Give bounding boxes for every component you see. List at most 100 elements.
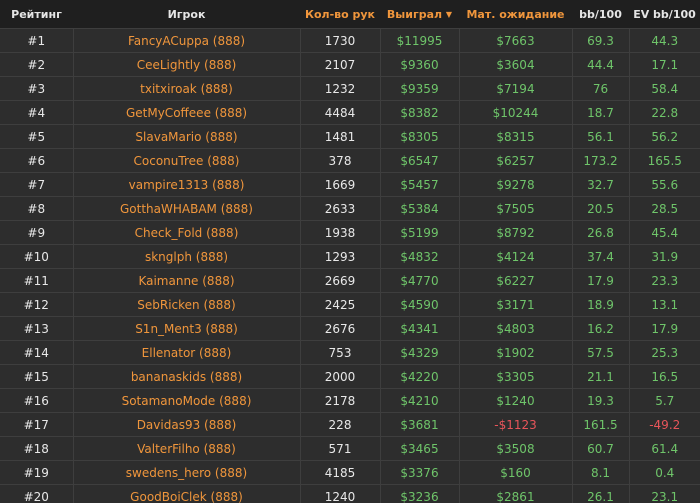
evbb100-cell: 61.4: [629, 436, 700, 461]
rank-cell: #17: [0, 412, 74, 437]
bb100-cell: 20.5: [572, 196, 630, 221]
evbb100-cell: -49.2: [629, 412, 700, 437]
ev-cell: -$1123: [459, 412, 573, 437]
evbb100-cell: 56.2: [629, 124, 700, 149]
ev-cell: $7663: [459, 28, 573, 53]
player-link[interactable]: SebRicken (888): [73, 292, 301, 317]
table-row: #5 SlavaMario (888) 1481 $8305 $8315 56.1 56.2: [0, 124, 700, 149]
player-link[interactable]: bananaskids (888): [73, 364, 301, 389]
player-link[interactable]: Ellenator (888): [73, 340, 301, 365]
hands-cell: 1240: [300, 484, 381, 503]
player-link[interactable]: Kaimanne (888): [73, 268, 301, 293]
player-link[interactable]: SlavaMario (888): [73, 124, 301, 149]
won-cell: $5199: [380, 220, 460, 245]
bb100-cell: 18.7: [572, 100, 630, 125]
evbb100-cell: 17.1: [629, 52, 700, 77]
col-rank: Рейтинг: [0, 0, 73, 29]
hands-cell: 2178: [300, 388, 381, 413]
col-won-label: Выиграл: [386, 7, 443, 21]
bb100-cell: 26.8: [572, 220, 630, 245]
won-cell: $9359: [380, 76, 460, 101]
rank-cell: #20: [0, 484, 74, 503]
player-link[interactable]: GotthaWHABAM (888): [73, 196, 301, 221]
player-link[interactable]: Davidas93 (888): [73, 412, 301, 437]
won-cell: $4220: [380, 364, 460, 389]
table-row: #10 sknglph (888) 1293 $4832 $4124 37.4 31.9: [0, 244, 700, 269]
bb100-cell: 21.1: [572, 364, 630, 389]
table-row: #1 FancyACuppa (888) 1730 $11995 $7663 69.3 44…: [0, 28, 700, 53]
bb100-cell: 57.5: [572, 340, 630, 365]
hands-cell: 2107: [300, 52, 381, 77]
won-cell: $11995: [380, 28, 460, 53]
won-cell: $4770: [380, 268, 460, 293]
bb100-cell: 8.1: [572, 460, 630, 485]
rank-cell: #15: [0, 364, 74, 389]
ev-cell: $3305: [459, 364, 573, 389]
rank-cell: #13: [0, 316, 74, 341]
player-link[interactable]: swedens_hero (888): [73, 460, 301, 485]
table-row: #8 GotthaWHABAM (888) 2633 $5384 $7505 20.5 28…: [0, 196, 700, 221]
col-won[interactable]: Выиграл ▼: [380, 0, 459, 29]
player-link[interactable]: FancyACuppa (888): [73, 28, 301, 53]
ev-cell: $1240: [459, 388, 573, 413]
hands-cell: 1669: [300, 172, 381, 197]
evbb100-cell: 55.6: [629, 172, 700, 197]
player-link[interactable]: Check_Fold (888): [73, 220, 301, 245]
col-ev[interactable]: Мат. ожидание: [459, 0, 572, 29]
player-link[interactable]: sknglph (888): [73, 244, 301, 269]
table-row: #12 SebRicken (888) 2425 $4590 $3171 18.9 13.1: [0, 292, 700, 317]
table-row: #18 ValterFilho (888) 571 $3465 $3508 60.7 61.…: [0, 436, 700, 461]
player-link[interactable]: GetMyCoffeee (888): [73, 100, 301, 125]
hands-cell: 1293: [300, 244, 381, 269]
table-row: #6 CoconuTree (888) 378 $6547 $6257 173.2 165.…: [0, 148, 700, 173]
col-player: Игрок: [73, 0, 300, 29]
player-link[interactable]: vampire1313 (888): [73, 172, 301, 197]
player-link[interactable]: SotamanoMode (888): [73, 388, 301, 413]
evbb100-cell: 45.4: [629, 220, 700, 245]
hands-cell: 1938: [300, 220, 381, 245]
table-row: #9 Check_Fold (888) 1938 $5199 $8792 26.8 45.4: [0, 220, 700, 245]
hands-cell: 2425: [300, 292, 381, 317]
ev-cell: $3171: [459, 292, 573, 317]
ev-cell: $6257: [459, 148, 573, 173]
table-row: #17 Davidas93 (888) 228 $3681 -$1123 161.5 -49…: [0, 412, 700, 437]
bb100-cell: 37.4: [572, 244, 630, 269]
evbb100-cell: 31.9: [629, 244, 700, 269]
col-hands[interactable]: Кол-во рук: [300, 0, 380, 29]
rank-cell: #4: [0, 100, 74, 125]
ev-cell: $3604: [459, 52, 573, 77]
player-link[interactable]: CeeLightly (888): [73, 52, 301, 77]
hands-cell: 1481: [300, 124, 381, 149]
rank-cell: #5: [0, 124, 74, 149]
bb100-cell: 60.7: [572, 436, 630, 461]
bb100-cell: 173.2: [572, 148, 630, 173]
player-link[interactable]: GoodBoiClek (888): [73, 484, 301, 503]
player-link[interactable]: ValterFilho (888): [73, 436, 301, 461]
evbb100-cell: 22.8: [629, 100, 700, 125]
evbb100-cell: 28.5: [629, 196, 700, 221]
rank-cell: #18: [0, 436, 74, 461]
rank-cell: #11: [0, 268, 74, 293]
won-cell: $8382: [380, 100, 460, 125]
player-link[interactable]: S1n_Ment3 (888): [73, 316, 301, 341]
won-cell: $3465: [380, 436, 460, 461]
table-row: #4 GetMyCoffeee (888) 4484 $8382 $10244 18.7 2…: [0, 100, 700, 125]
evbb100-cell: 5.7: [629, 388, 700, 413]
table-row: #11 Kaimanne (888) 2669 $4770 $6227 17.9 23.3: [0, 268, 700, 293]
bb100-cell: 19.3: [572, 388, 630, 413]
hands-cell: 1232: [300, 76, 381, 101]
won-cell: $3376: [380, 460, 460, 485]
won-cell: $8305: [380, 124, 460, 149]
bb100-cell: 69.3: [572, 28, 630, 53]
bb100-cell: 161.5: [572, 412, 630, 437]
player-link[interactable]: txitxiroak (888): [73, 76, 301, 101]
hands-cell: 4185: [300, 460, 381, 485]
rank-cell: #3: [0, 76, 74, 101]
hands-cell: 2669: [300, 268, 381, 293]
table-row: #2 CeeLightly (888) 2107 $9360 $3604 44.4 17.1: [0, 52, 700, 77]
won-cell: $9360: [380, 52, 460, 77]
won-cell: $5457: [380, 172, 460, 197]
won-cell: $6547: [380, 148, 460, 173]
won-cell: $4329: [380, 340, 460, 365]
player-link[interactable]: CoconuTree (888): [73, 148, 301, 173]
